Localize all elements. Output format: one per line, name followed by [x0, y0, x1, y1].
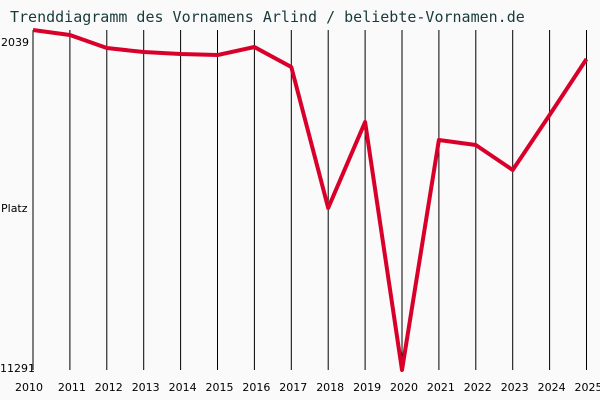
- x-tick-label: 2017: [279, 381, 307, 394]
- x-tick-label: 2020: [390, 381, 418, 394]
- x-tick-label: 2019: [353, 381, 381, 394]
- y-tick-top: 2039: [1, 36, 29, 49]
- x-tick-label: 2013: [132, 381, 160, 394]
- x-tick-label: 2016: [242, 381, 270, 394]
- y-tick-bottom: 11291: [0, 362, 35, 375]
- x-tick-label: 2024: [538, 381, 566, 394]
- x-tick-label: 2012: [95, 381, 123, 394]
- chart-title: Trenddiagramm des Vornamens Arlind / bel…: [10, 8, 525, 26]
- x-tick-label: 2025: [575, 381, 600, 394]
- x-tick-label: 2015: [206, 381, 234, 394]
- x-tick-label: 2022: [464, 381, 492, 394]
- x-tick-label: 2021: [427, 381, 455, 394]
- x-tick-label: 2023: [501, 381, 529, 394]
- x-tick-label: 2014: [169, 381, 197, 394]
- x-tick-label: 2011: [58, 381, 86, 394]
- x-tick-label: 2018: [316, 381, 344, 394]
- x-tick-label: 2010: [15, 381, 43, 394]
- series-line: [32, 28, 589, 372]
- y-axis-label: Platz: [1, 202, 28, 215]
